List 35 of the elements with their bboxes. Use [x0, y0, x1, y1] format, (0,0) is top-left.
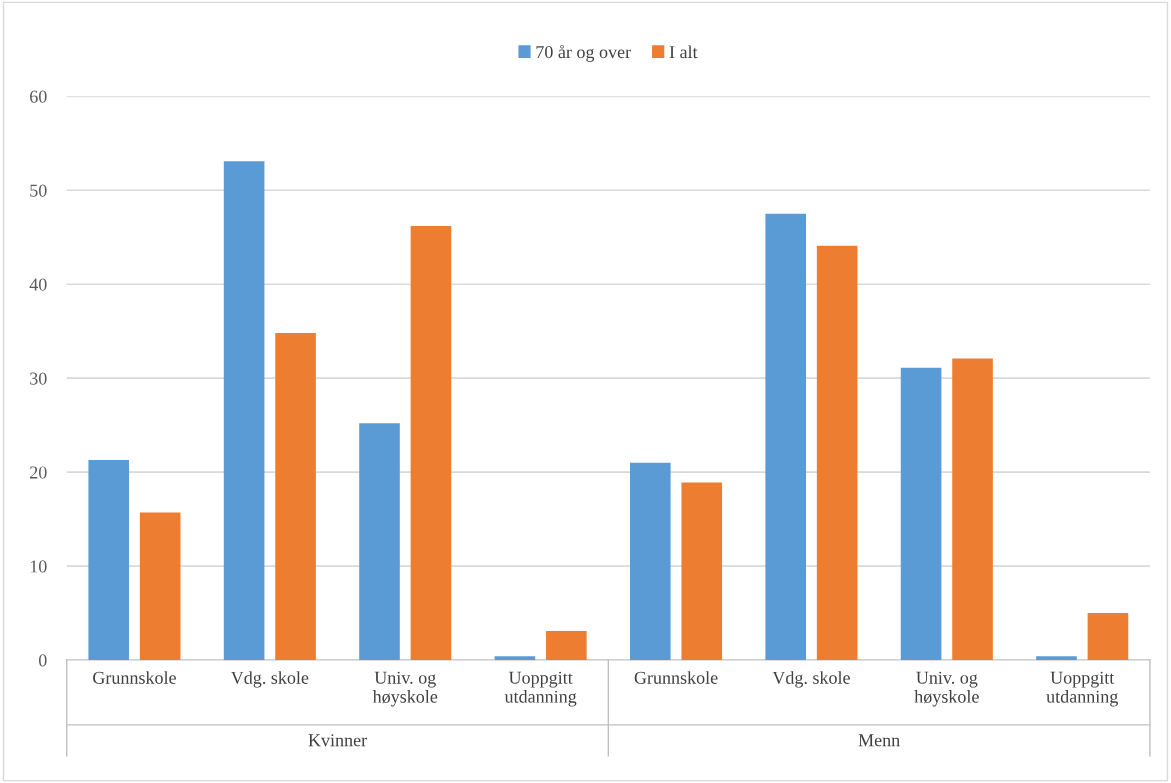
bar — [816, 245, 858, 661]
text: Kvinner — [308, 734, 367, 747]
bar — [1036, 656, 1077, 661]
bar — [681, 482, 723, 661]
y-tick-label: 40 — [29, 278, 47, 291]
bar — [900, 367, 942, 661]
x-tick-label: Vdg. skole — [230, 671, 309, 688]
legend-label: I alt — [669, 45, 698, 59]
x-tick-label: Univ. og høyskole — [372, 671, 438, 707]
y-tick-label: 50 — [30, 184, 47, 197]
bar — [410, 225, 452, 661]
y-tick-label: 60 — [30, 90, 47, 103]
bar — [1087, 613, 1129, 661]
text: Menn — [858, 734, 900, 747]
y-tick-label: 20 — [30, 466, 47, 479]
legend-label: 70 år og over — [536, 44, 631, 62]
bar — [88, 459, 130, 661]
y-tick-label: 30 — [30, 372, 47, 385]
bar — [765, 213, 807, 661]
bar — [546, 630, 587, 661]
y-tick-label: 10 — [30, 560, 47, 573]
bar — [630, 462, 671, 661]
x-tick-label: Uoppgitt utdanning — [504, 671, 577, 707]
bar — [359, 423, 400, 661]
bar — [275, 333, 316, 661]
x-tick-label: Grunnskole — [93, 671, 176, 684]
bar — [952, 358, 993, 661]
bar — [139, 512, 181, 661]
x-tick-label: Vdg. skole — [772, 671, 850, 688]
x-tick-label: Grunnskole — [634, 671, 718, 684]
x-tick-label: Univ. og høyskole — [914, 671, 979, 707]
bar — [494, 656, 536, 661]
bar — [223, 161, 265, 661]
x-tick-label: Uoppgitt utdanning — [1046, 671, 1118, 707]
y-tick-label: 0 — [38, 654, 47, 667]
